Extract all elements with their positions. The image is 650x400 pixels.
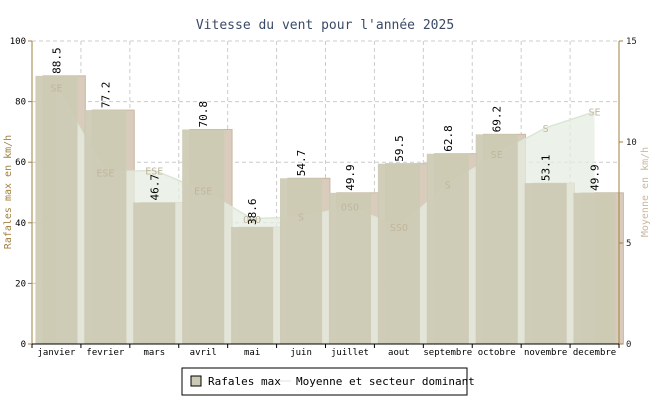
axes: 0 20 40 60 80 100 0 5 10 15 janvier fevrier mars avri…	[10, 37, 637, 358]
bar-rafales-max	[231, 227, 274, 344]
direction-label: ESE	[194, 186, 212, 197]
legend-bar-label: Rafales max	[208, 375, 281, 388]
direction-label: ESE	[96, 168, 114, 179]
bar-rafales-max	[426, 153, 469, 344]
direction-label: S	[298, 213, 304, 224]
left-axis-label: Rafales max en km/h	[3, 135, 14, 249]
bar-rafales-max	[328, 192, 371, 344]
legend: Rafales max Moyenne et secteur dominant	[181, 367, 475, 396]
direction-label: S	[543, 124, 549, 135]
left-tick-label: 20	[15, 279, 26, 289]
bar-value-label: 70.8	[197, 101, 210, 128]
right-tick-label: 5	[626, 239, 631, 249]
bar-rafales-max	[573, 192, 616, 344]
x-tick-label: septembre	[423, 348, 472, 358]
right-tick-label: 15	[626, 37, 637, 47]
direction-label: OSO	[243, 215, 261, 226]
bar-rafales-max	[35, 75, 78, 344]
bar-value-label: 77.2	[99, 82, 112, 109]
legend-bar-swatch	[190, 375, 202, 387]
bar-value-label: 38.6	[246, 199, 259, 226]
right-tick-label: 10	[626, 138, 637, 148]
bar-rafales-max	[280, 178, 323, 344]
x-tick-label: novembre	[524, 348, 567, 358]
bar-rafales-max	[182, 129, 225, 344]
right-axis-label: Moyenne en km/h	[640, 147, 650, 237]
direction-label: OSO	[341, 203, 359, 214]
left-tick-label: 40	[15, 219, 26, 229]
bar-value-label: 54.7	[295, 150, 308, 177]
x-tick-label: fevrier	[86, 348, 125, 358]
bar-value-label: 88.5	[50, 47, 63, 73]
legend-box	[181, 367, 468, 396]
left-tick-label: 60	[15, 158, 26, 168]
direction-label: SE	[50, 83, 62, 94]
direction-label: SE	[589, 108, 601, 119]
x-tick-label: decembre	[573, 348, 616, 358]
x-tick-label: juillet	[331, 348, 369, 358]
left-tick-label: 100	[10, 37, 26, 47]
bar-value-label: 49.9	[344, 164, 357, 191]
direction-label: S	[445, 180, 451, 191]
x-tick-label: mai	[244, 348, 260, 358]
left-tick-label: 0	[21, 340, 26, 350]
bar-value-label: 62.8	[442, 125, 455, 152]
x-tick-label: aout	[388, 348, 410, 358]
x-tick-label: janvier	[37, 348, 76, 358]
bar-value-label: 46.7	[148, 174, 161, 201]
x-tick-label: avril	[190, 348, 217, 358]
x-tick-label: juin	[290, 348, 312, 358]
bar-value-label: 59.5	[393, 135, 406, 162]
right-tick-label: 0	[626, 340, 631, 350]
x-tick-label: octobre	[478, 348, 516, 358]
x-tick-label: mars	[143, 348, 165, 358]
bar-rafales-max	[84, 110, 127, 344]
bar-rafales-max	[377, 163, 420, 344]
value-labels: 88.5 77.2 46.7 70.8 38.6 54.7 49.9 59.5 62.8 69.2…	[50, 47, 601, 225]
bar-rafales-max	[524, 183, 567, 344]
direction-label: SE	[491, 150, 503, 161]
bar-rafales-max	[133, 202, 176, 344]
bar-rafales-max	[475, 134, 518, 344]
left-tick-label: 80	[15, 98, 26, 108]
front-bars	[35, 75, 616, 344]
bar-value-label: 69.2	[491, 106, 504, 133]
chart-title: Vitesse du vent pour l'année 2025	[196, 18, 454, 33]
direction-labels: SE ESE ESE ESE OSO S OSO SSO S SE S SE	[50, 83, 600, 233]
bar-value-label: 53.1	[540, 155, 553, 182]
direction-label: SSO	[390, 223, 408, 234]
legend-area-label: Moyenne et secteur dominant	[296, 375, 475, 388]
bar-value-label: 49.9	[589, 164, 602, 191]
direction-label: ESE	[145, 166, 163, 177]
